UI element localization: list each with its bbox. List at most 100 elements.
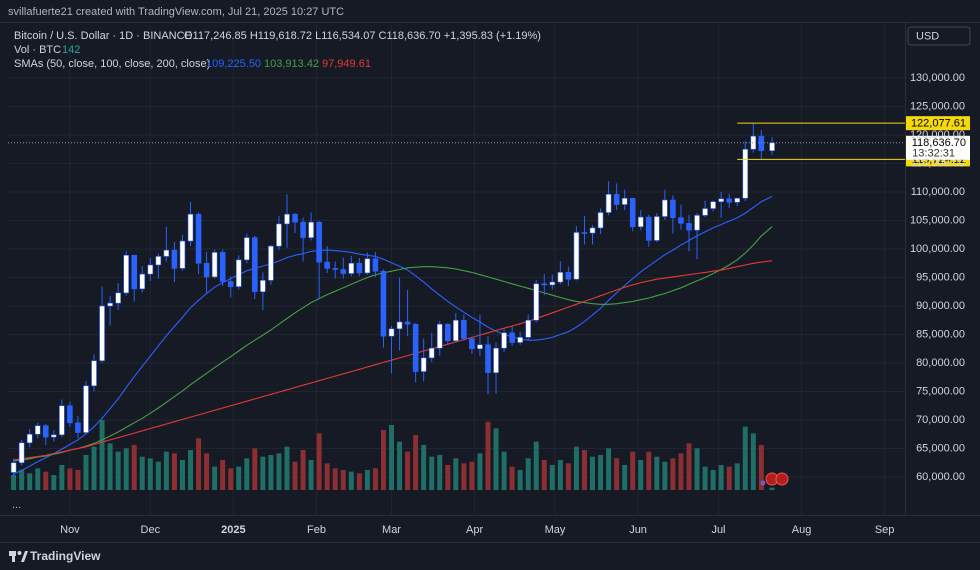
y-tick-label: 105,000.00 [910,214,965,226]
candle-body [444,323,451,342]
candle-body [469,338,475,350]
symbol: Bitcoin / U.S. Dollar · 1D · BINANCE [14,30,192,42]
volume-bar [469,461,475,490]
volume-bar [557,460,563,490]
candle-body [26,433,33,444]
candle-body [605,193,612,213]
candle-body [348,262,355,274]
candle-body [597,212,604,229]
candle-body [742,148,749,199]
volume-bar [598,455,604,490]
volume-bar [501,451,507,490]
candle-body [501,332,507,349]
candle-body [396,321,403,330]
volume-bar [622,465,628,490]
volume-bar [244,458,250,490]
candle-body [718,198,724,202]
volume-bar [380,430,386,490]
brand-logo [9,551,28,562]
candle-body [734,197,741,203]
candle-body [461,319,467,339]
volume-bar [389,425,395,490]
y-tick-label: 115,000.00 [911,157,965,169]
volume-bar [742,426,748,490]
x-tick-label: Aug [792,524,812,536]
sma-line [13,226,773,462]
volume-bar [324,463,330,490]
volume-bar [638,460,644,490]
candle-body [147,264,154,275]
sma-label: SMAs (50, close, 100, close, 200, close) [14,58,210,70]
y-tick-label: 95,000.00 [916,271,965,283]
volume-bar [678,453,684,490]
candle-body [243,237,250,261]
candle-body [613,193,620,205]
last-price-label: 118,636.70 [912,137,966,149]
more[interactable]: ... [12,499,21,511]
candle-body [340,269,347,274]
volume-layer [11,420,775,490]
volume-bar [372,468,378,490]
volume-bar [252,448,258,490]
event-icon[interactable] [760,480,766,486]
candle-body [284,213,290,225]
candle-body [187,213,194,242]
candle-body [557,272,564,283]
volume-bar [268,455,274,490]
currency-box[interactable] [907,26,971,46]
event-icon[interactable] [775,472,789,486]
volume-bar [51,475,57,490]
candle-body [211,252,218,278]
y-tick-label: 70,000.00 [916,414,965,426]
volume-bar [453,458,459,490]
candle-body [686,223,692,231]
volume-bar [348,471,354,490]
volume-bar [573,446,579,490]
candle-body [420,357,427,372]
candle-body [235,259,242,287]
candle-body [300,221,306,238]
volume-bar [163,451,169,490]
volume-bar [35,468,41,490]
candle-body [227,281,234,287]
candle-body [380,270,387,337]
volume-bar [429,456,435,490]
volume-bar [606,448,612,490]
candle-body [34,425,41,435]
candle-body [678,217,684,224]
volume-value: 142 [62,44,80,56]
candle-body [308,221,314,238]
candle-body [710,201,716,209]
candle-body [654,216,660,241]
currency[interactable]: USD [916,30,939,42]
volume-bar [533,441,539,490]
volume-bar [477,453,483,490]
volume-bar [356,473,362,490]
volume-bar [437,455,443,490]
x-tick-label: Sep [875,524,895,536]
candle-body [171,249,178,269]
candle-body [573,232,580,280]
volume-bar [228,468,234,490]
candle-body [10,462,17,473]
volume-bar [212,466,218,490]
volume-bar [549,465,555,490]
volume-bar [726,466,732,490]
candle-body [316,221,322,263]
volume-bar [769,487,775,490]
candle-body [769,142,775,151]
volume-bar [493,428,499,490]
sma-50-value: 109,225.50 [206,58,261,70]
candle-body [123,254,129,294]
x-tick-label: Nov [60,524,80,536]
volume-bar [155,461,161,490]
y-tick-label: 75,000.00 [916,385,965,397]
y-tick-label: 130,000.00 [910,72,965,84]
volume-bar [59,465,65,490]
candle-body [702,208,708,216]
countdown: 13:32:31 [912,148,955,160]
candle-body [533,283,540,321]
candle-body [139,273,146,290]
volume-bar [758,445,764,490]
